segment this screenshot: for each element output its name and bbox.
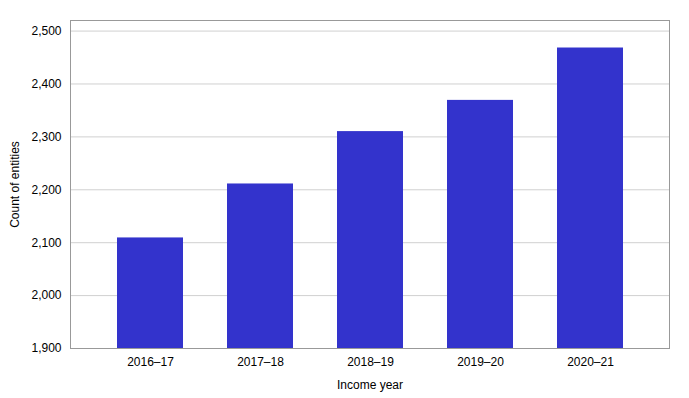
svg-text:Income year: Income year [337,378,403,392]
svg-text:2,300: 2,300 [31,130,61,144]
svg-text:2,200: 2,200 [31,183,61,197]
svg-text:2,400: 2,400 [31,77,61,91]
svg-text:2,000: 2,000 [31,288,61,302]
svg-text:2,100: 2,100 [31,236,61,250]
svg-text:2020–21: 2020–21 [567,355,614,369]
svg-text:2017–18: 2017–18 [237,355,284,369]
svg-text:1,900: 1,900 [31,341,61,355]
svg-text:2018–19: 2018–19 [347,355,394,369]
svg-text:2019–20: 2019–20 [457,355,504,369]
svg-text:2,500: 2,500 [31,24,61,38]
svg-text:Count of entities: Count of entities [8,141,22,228]
svg-text:2016–17: 2016–17 [127,355,174,369]
